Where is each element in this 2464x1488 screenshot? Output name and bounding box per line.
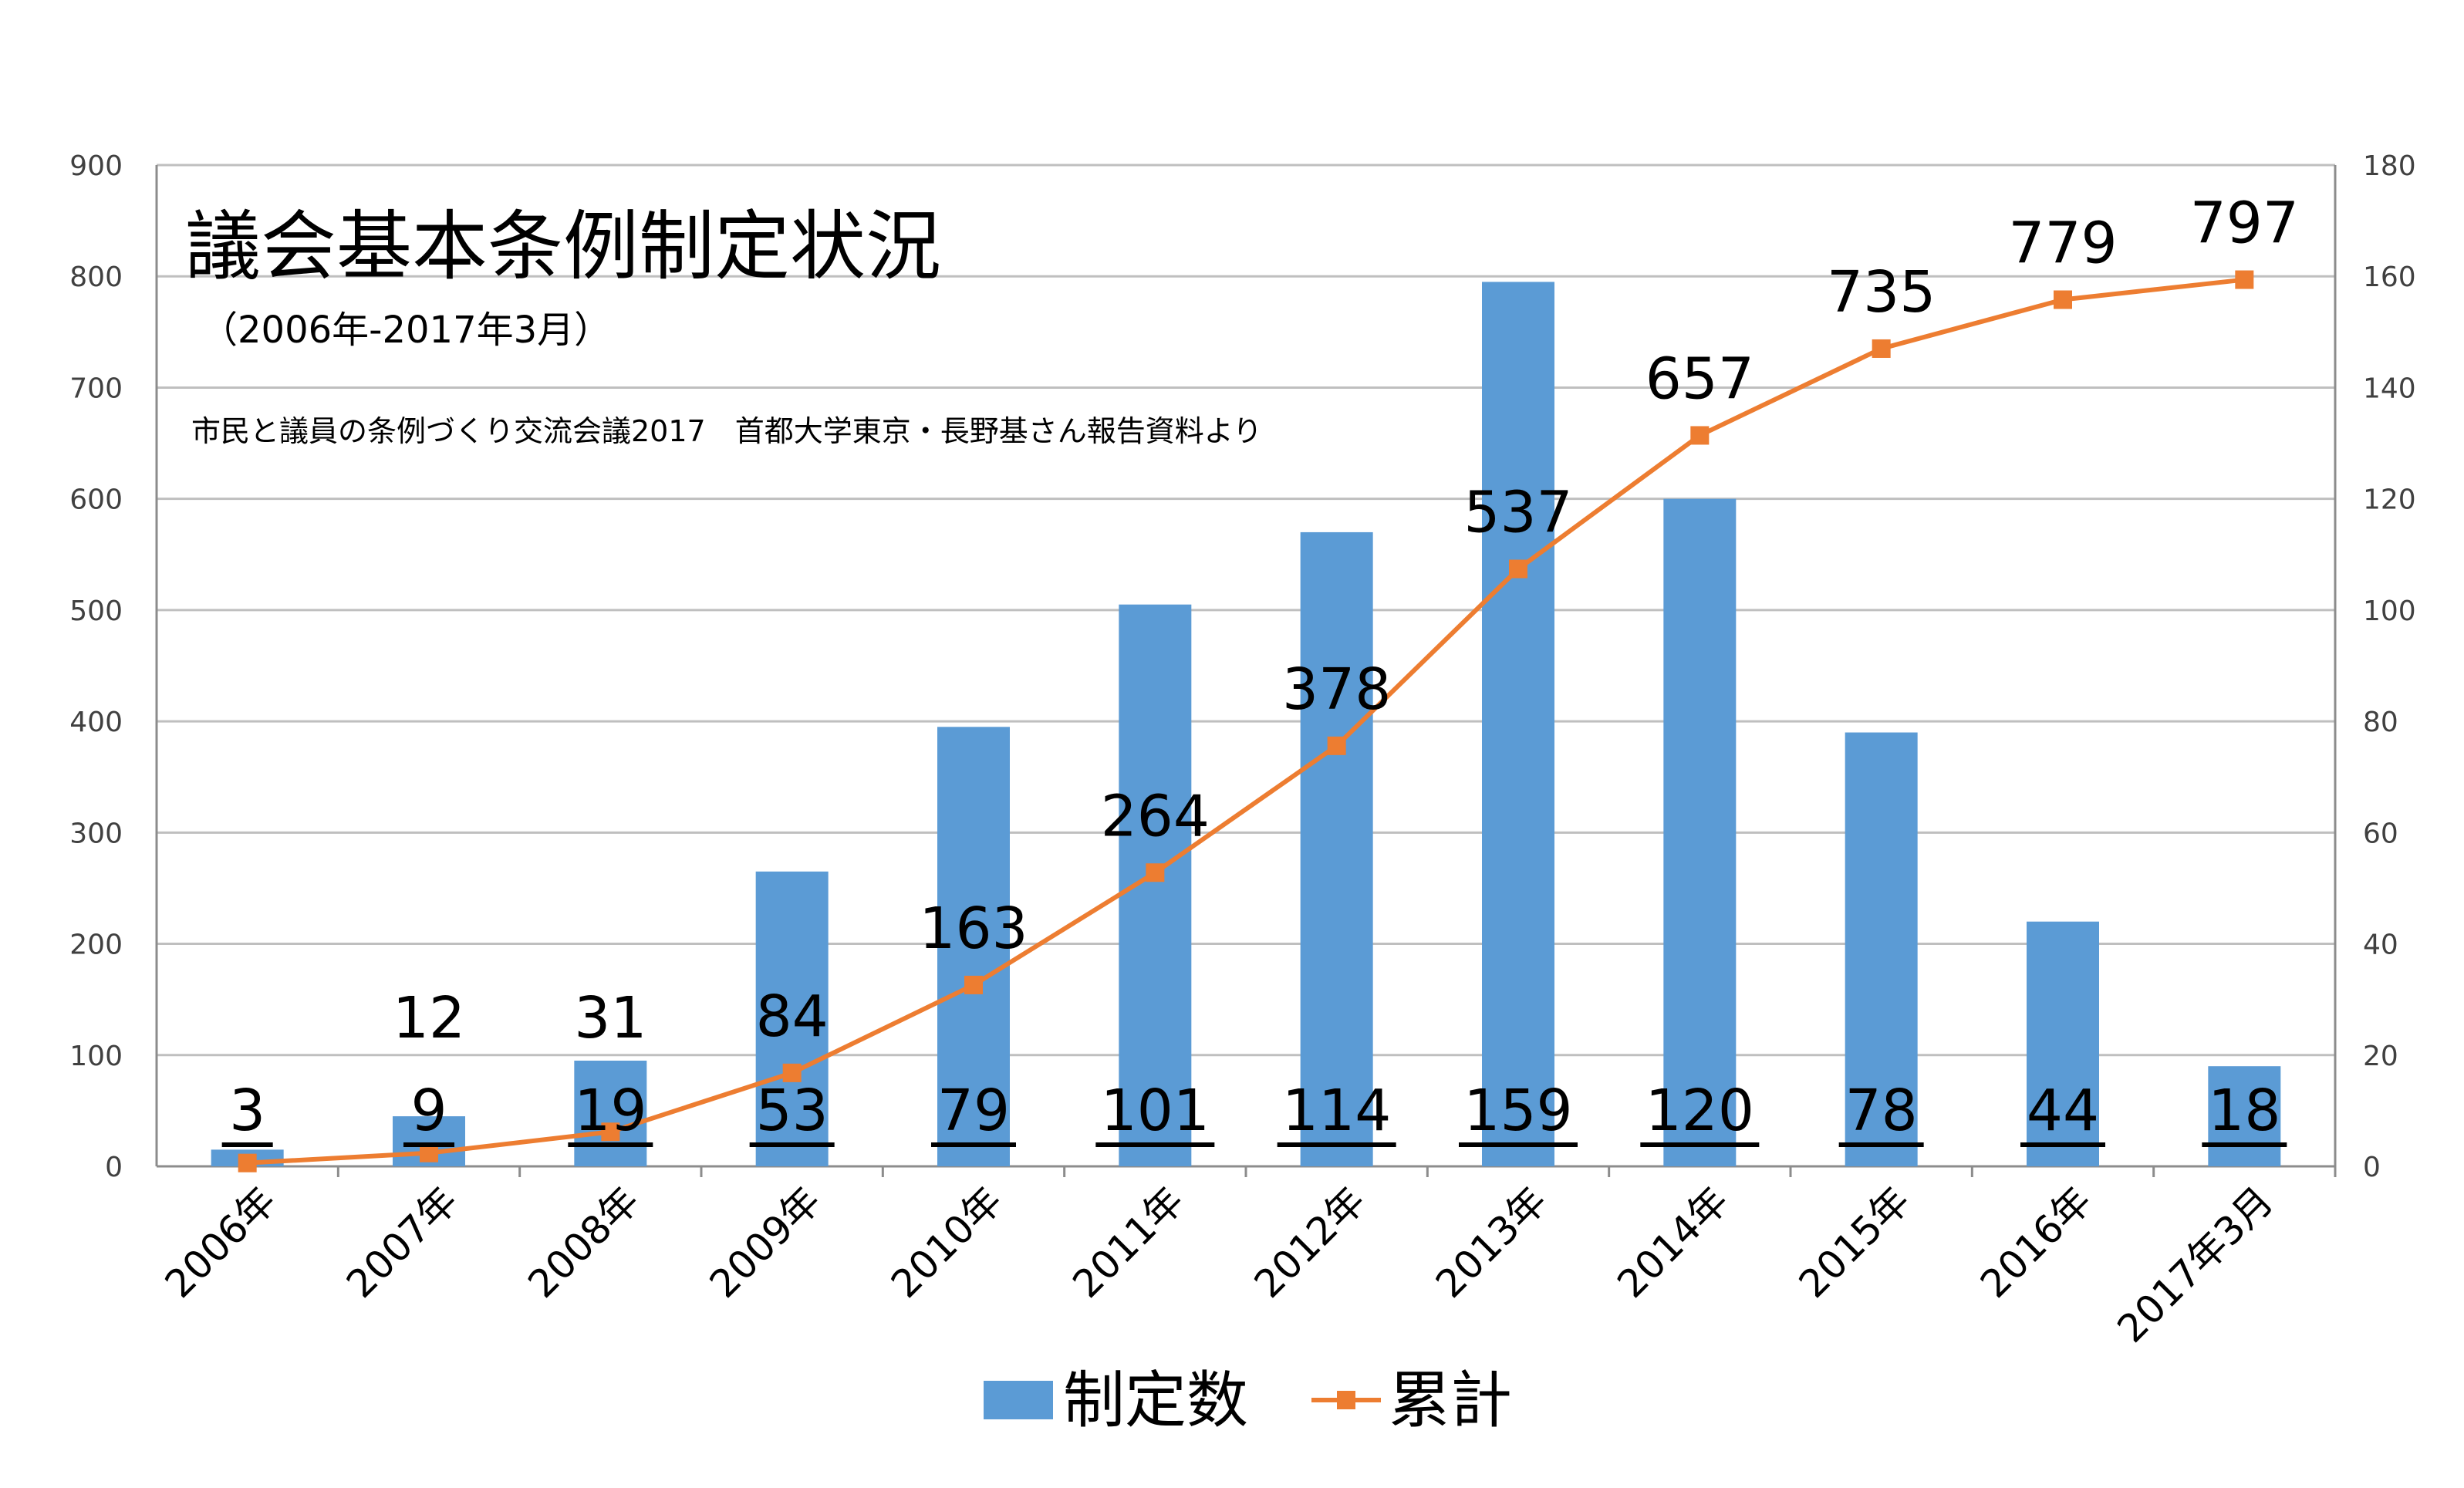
line-point-2009年	[782, 1063, 802, 1082]
line-data-label: 537	[1463, 480, 1572, 546]
x-tick-label: 2014年	[1608, 1178, 1737, 1306]
legend-bar-label: 制定数	[1063, 1365, 1248, 1436]
cumulative-line	[247, 277, 2245, 1166]
bar-data-label: 3	[229, 1078, 265, 1144]
legend-line-marker	[1337, 1391, 1355, 1409]
bar-2017年3月	[2208, 1066, 2281, 1166]
bar-2015年	[1845, 732, 1918, 1166]
bar-2010年	[937, 727, 1010, 1166]
x-tick-label: 2008年	[519, 1178, 647, 1306]
y-left-tick-label: 100	[69, 1041, 123, 1072]
line-point-2010年	[964, 975, 983, 994]
bar-data-label: 9	[410, 1078, 447, 1144]
line-data-label: 735	[1827, 259, 1936, 326]
y-left-tick-label: 600	[69, 484, 123, 516]
y-right-tick-label: 140	[2363, 373, 2416, 404]
line-point-2012年	[1327, 736, 1346, 755]
bar-data-label: 120	[1645, 1078, 1754, 1144]
x-tick-label: 2011年	[1064, 1178, 1192, 1306]
line-data-label: 31	[574, 985, 646, 1051]
legend-bar-swatch	[984, 1381, 1053, 1419]
bar-data-label: 79	[937, 1078, 1010, 1144]
line-data-label: 657	[1645, 346, 1754, 412]
y-right-tick-label: 60	[2363, 818, 2398, 849]
y-right-tick-label: 80	[2363, 707, 2398, 738]
x-tick-label: 2015年	[1791, 1178, 1919, 1306]
y-right-tick-label: 180	[2363, 150, 2416, 182]
x-tick-label: 2006年	[157, 1178, 285, 1306]
line-point-2017年3月	[2235, 270, 2254, 289]
y-right-tick-label: 160	[2363, 261, 2416, 293]
bar-data-label: 19	[574, 1078, 646, 1144]
bar-data-label: 101	[1101, 1078, 1210, 1144]
bar-data-label: 44	[2027, 1078, 2099, 1144]
line-point-2011年	[1146, 863, 1165, 882]
source-note: 市民と議員の条例づくり交流会議2017 首都大学東京・長野基さん報告資料より	[191, 414, 1262, 448]
bar-data-label: 159	[1463, 1078, 1572, 1144]
chart-title: 議会基本条例制定状況	[185, 203, 942, 291]
x-tick-label: 2013年	[1427, 1178, 1555, 1306]
y-right-tick-label: 40	[2363, 930, 2398, 961]
y-left-tick-label: 0	[105, 1152, 123, 1183]
y-left-tick-label: 800	[69, 261, 123, 293]
legend-line-label: 累計	[1389, 1365, 1512, 1436]
y-left-tick-label: 700	[69, 373, 123, 404]
y-right-tick-label: 0	[2363, 1152, 2381, 1183]
bar-2014年	[1663, 498, 1737, 1166]
line-data-label: 378	[1282, 656, 1391, 723]
chart-subtitle: （2006年-2017年3月）	[201, 309, 612, 352]
line-data-label: 797	[2190, 191, 2299, 257]
y-right-tick-label: 20	[2363, 1041, 2398, 1072]
bar-2013年	[1482, 282, 1554, 1166]
y-left-tick-label: 900	[69, 150, 123, 182]
bar-2009年	[755, 871, 829, 1166]
bar-data-label: 114	[1282, 1078, 1391, 1144]
y-right-tick-label: 100	[2363, 596, 2416, 627]
x-tick-label: 2007年	[338, 1178, 466, 1306]
x-tick-label: 2009年	[701, 1178, 829, 1306]
bar-2012年	[1300, 531, 1373, 1166]
y-left-tick-label: 500	[69, 596, 123, 627]
bar-data-label: 53	[756, 1078, 829, 1144]
line-data-label: 264	[1101, 783, 1210, 849]
line-data-label: 84	[756, 984, 829, 1050]
y-left-tick-label: 300	[69, 818, 123, 849]
line-point-2013年	[1509, 559, 1527, 579]
line-data-label: 12	[393, 985, 465, 1051]
x-tick-label: 2012年	[1246, 1178, 1374, 1306]
line-data-label: 779	[2008, 211, 2117, 277]
line-point-2016年	[2054, 290, 2072, 309]
y-left-tick-label: 400	[69, 707, 123, 738]
y-left-tick-label: 200	[69, 930, 123, 961]
line-point-2015年	[1872, 339, 1891, 358]
line-data-label: 163	[919, 896, 1028, 962]
x-tick-label: 2010年	[883, 1178, 1011, 1306]
y-right-tick-label: 120	[2363, 484, 2416, 516]
bar-data-label: 18	[2208, 1078, 2280, 1144]
bar-data-label: 78	[1845, 1078, 1918, 1144]
line-point-2008年	[601, 1122, 620, 1142]
line-point-2014年	[1690, 426, 1710, 445]
x-tick-label: 2016年	[1972, 1178, 2100, 1306]
x-tick-label: 2017年3月	[2109, 1178, 2282, 1351]
line-point-2006年	[238, 1153, 257, 1173]
bar-2008年	[574, 1060, 647, 1166]
bar-2016年	[2027, 921, 2099, 1166]
